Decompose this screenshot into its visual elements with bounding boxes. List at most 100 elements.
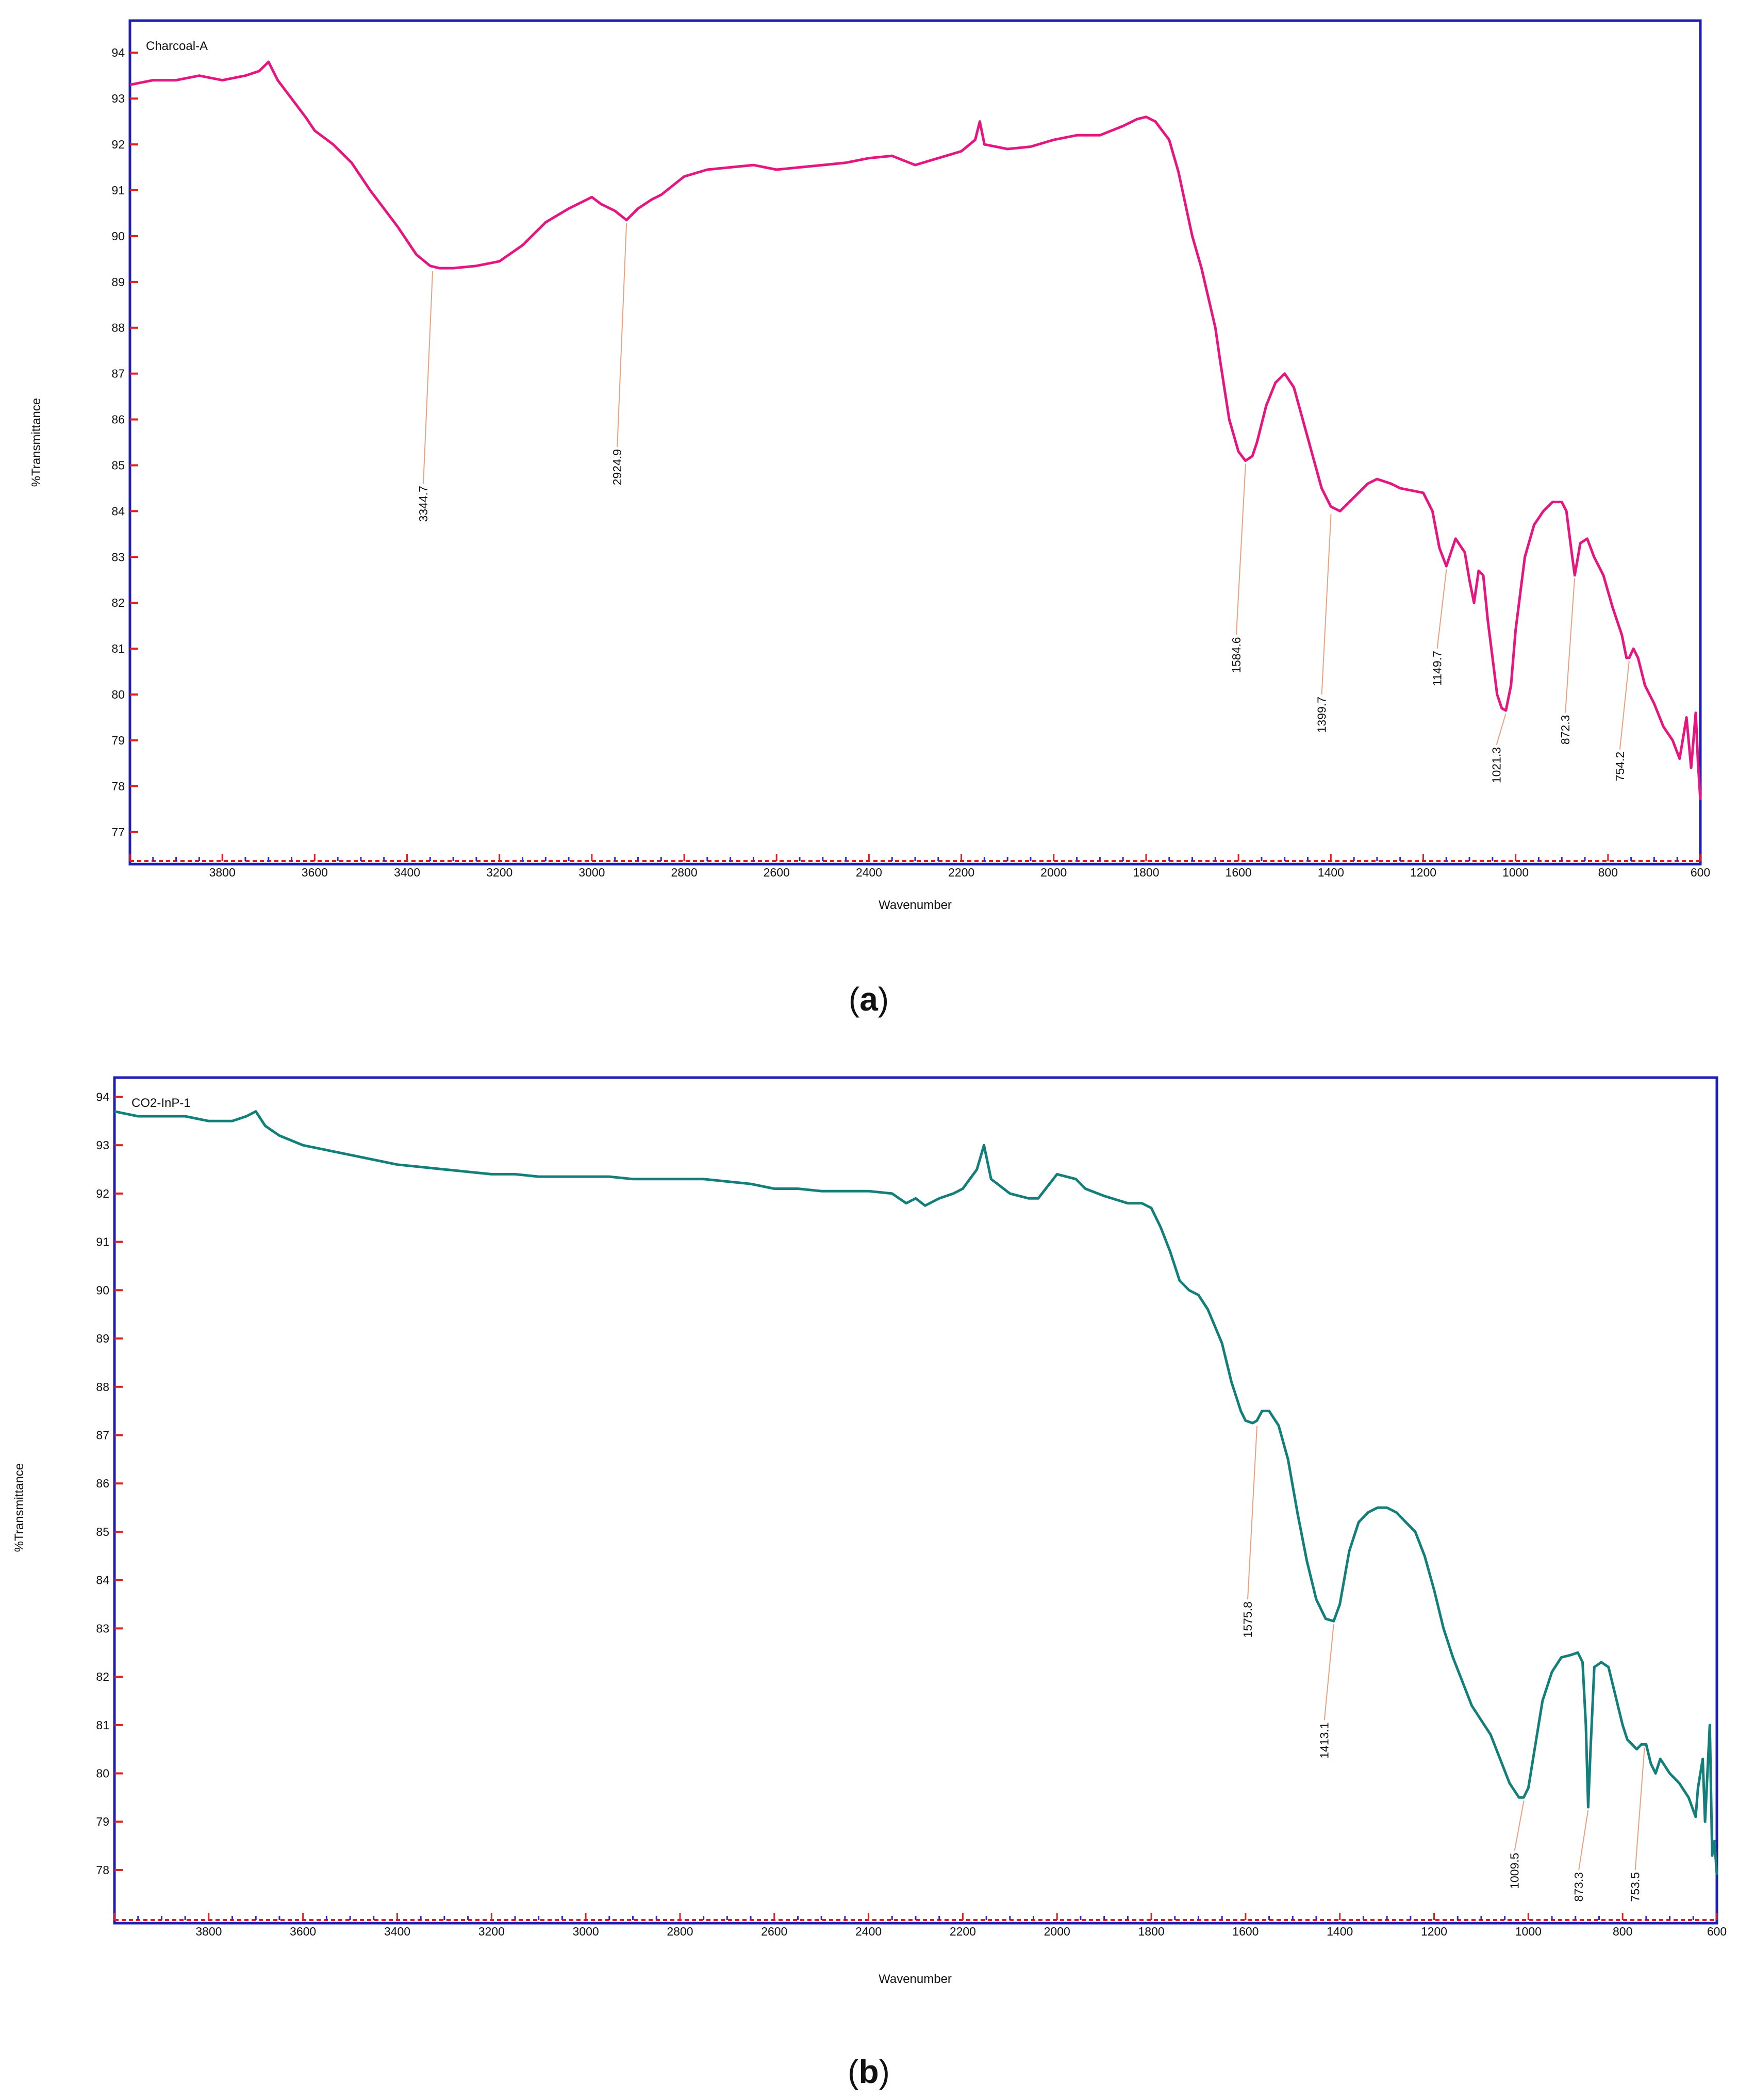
panel-b: CO2-InP-1 78 79 80 81 82 83 84 85 86 87 88 89 90 91 92… (12, 1076, 1727, 2090)
x-tick-label: 2400 (855, 1925, 882, 1938)
x-tick-label: 3600 (290, 1925, 316, 1938)
y-tick-label: 81 (96, 1718, 109, 1732)
peak-label: 3344.7 (417, 486, 430, 522)
x-tick-label: 2000 (1044, 1925, 1070, 1938)
x-tick-label: 1800 (1133, 866, 1159, 879)
x-tick-label: 2200 (948, 866, 974, 879)
peak-label: 873.3 (1572, 1872, 1585, 1902)
y-tick-label: 79 (96, 1815, 109, 1828)
peak-leader (1565, 578, 1576, 713)
x-tick-label: 3200 (478, 1925, 505, 1938)
y-tick-label: 83 (111, 550, 125, 564)
y-axis-b: 78 79 80 81 82 83 84 85 86 87 88 89 90 91 92 93 94 (96, 1090, 123, 1877)
y-tick-label: 94 (96, 1090, 109, 1103)
x-tick-label: 2800 (671, 866, 697, 879)
peak-label: 1021.3 (1490, 747, 1503, 783)
y-tick-label: 84 (96, 1574, 109, 1587)
x-tick-label: 3000 (573, 1925, 599, 1938)
y-tick-label: 90 (96, 1283, 109, 1297)
peak-label: 1009.5 (1508, 1853, 1521, 1889)
x-tick-label: 2200 (950, 1925, 976, 1938)
y-tick-label: 88 (96, 1380, 109, 1394)
y-tick-label: 87 (111, 367, 125, 381)
y-tick-label: 85 (111, 458, 125, 472)
x-tick-label: 3000 (578, 866, 605, 879)
peak-leader (423, 271, 434, 484)
x-tick-label: 1000 (1515, 1925, 1542, 1938)
peak-leader (1496, 713, 1507, 746)
peak-label: 753.5 (1629, 1872, 1642, 1902)
x-tick-label: 1200 (1421, 1925, 1447, 1938)
y-tick-label: 77 (111, 825, 125, 839)
x-tick-label: 800 (1613, 1925, 1632, 1938)
x-tick-label: 600 (1707, 1925, 1727, 1938)
peak-leader (1323, 1624, 1334, 1721)
x-tick-label: 2600 (764, 866, 790, 879)
x-tick-label: 2400 (856, 866, 882, 879)
x-tick-label: 2600 (761, 1925, 787, 1938)
y-tick-label: 78 (111, 780, 125, 793)
y-tick-label: 82 (111, 596, 125, 609)
series-title-a: Charcoal-A (146, 39, 208, 53)
panel-a: Charcoal-A 77 78 79 80 81 82 83 84 85 86 87 88 89 90 9… (29, 19, 1710, 1018)
x-tick-label: 800 (1598, 866, 1618, 879)
plot-frame-a (128, 19, 1702, 866)
y-tick-label: 78 (96, 1863, 109, 1877)
y-tick-label: 94 (111, 46, 125, 59)
x-tick-label: 1600 (1232, 1925, 1259, 1938)
peak-leader (1436, 569, 1447, 649)
y-axis-label-a: %Transmittance (29, 398, 43, 487)
y-tick-label: 92 (96, 1187, 109, 1200)
caption-b: (b) (848, 2053, 890, 2090)
y-tick-label: 93 (111, 92, 125, 105)
y-tick-label: 88 (111, 321, 125, 335)
peak-label: 872.3 (1559, 715, 1572, 745)
peak-label: 1575.8 (1241, 1601, 1254, 1638)
spectrum-line-a (129, 60, 1702, 800)
x-tick-label: 3400 (384, 1925, 410, 1938)
caption-letter-a: a (859, 981, 878, 1018)
caption-letter-b: b (858, 2053, 879, 2090)
y-tick-label: 92 (111, 138, 125, 151)
y-tick-label: 80 (96, 1766, 109, 1780)
y-tick-label: 85 (96, 1525, 109, 1539)
x-tick-label: 1600 (1226, 866, 1252, 879)
x-tick-label: 2000 (1040, 866, 1067, 879)
annotations-b: 1575.8 1413.1 1009.5 873.3 753.5 (1241, 1426, 1645, 1901)
x-tick-label: 3400 (394, 866, 420, 879)
peak-leader (1321, 514, 1332, 695)
x-axis-a: 3800 3600 3400 3200 3000 2800 2600 2400 2200 2000… (129, 854, 1710, 879)
peak-leader (1235, 464, 1246, 635)
peak-leader (1247, 1426, 1258, 1600)
x-tick-label: 1400 (1327, 1925, 1353, 1938)
x-tick-label: 600 (1691, 866, 1710, 879)
x-tick-label: 3800 (209, 866, 236, 879)
x-axis-b: 3800 3600 3400 3200 3000 2800 2600 2400 2200 2000… (113, 1913, 1727, 1938)
x-tick-label: 3800 (195, 1925, 222, 1938)
peak-label: 1584.6 (1230, 637, 1243, 673)
peak-label: 1149.7 (1431, 651, 1444, 686)
caption-a: (a) (849, 981, 889, 1018)
y-tick-label: 87 (96, 1428, 109, 1442)
y-tick-label: 84 (111, 504, 125, 518)
y-tick-label: 86 (96, 1477, 109, 1490)
x-tick-label: 3200 (486, 866, 512, 879)
y-tick-label: 86 (111, 413, 125, 426)
y-tick-label: 79 (111, 734, 125, 747)
peak-leader (1634, 1747, 1645, 1870)
peak-leader (1619, 660, 1630, 750)
y-tick-label: 81 (111, 642, 125, 655)
x-tick-label: 3600 (302, 866, 328, 879)
y-axis-label-b: %Transmittance (12, 1463, 26, 1552)
y-tick-label: 80 (111, 688, 125, 701)
y-tick-label: 90 (111, 229, 125, 243)
x-axis-label-a: Wavenumber (879, 898, 952, 912)
y-tick-label: 89 (96, 1332, 109, 1345)
x-tick-label: 2800 (667, 1925, 693, 1938)
x-tick-label: 1000 (1502, 866, 1529, 879)
peak-label: 754.2 (1613, 752, 1627, 782)
spectrum-line-b (114, 1110, 1718, 1875)
peak-leader (1578, 1810, 1589, 1871)
y-tick-label: 93 (96, 1138, 109, 1152)
x-tick-label: 1200 (1410, 866, 1436, 879)
